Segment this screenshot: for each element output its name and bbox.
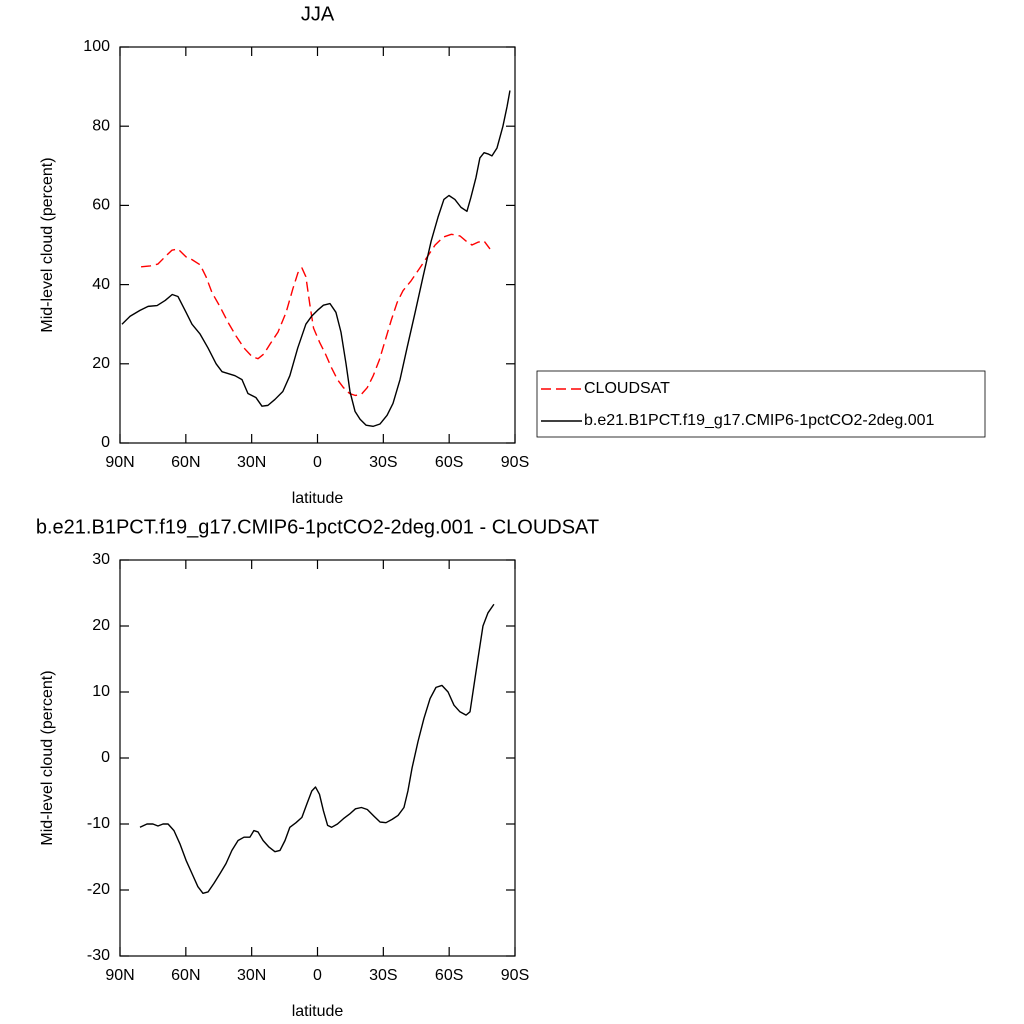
x-tick-label: 90S [501,967,529,984]
series-line [121,90,511,428]
x-tick-label: 30N [237,967,266,984]
y-tick-label: 100 [83,38,110,55]
chart-title: JJA [301,3,335,25]
x-tick-label: 90N [105,454,134,471]
x-tick-label: 90S [501,454,529,471]
series-line [139,603,495,894]
x-tick-label: 60N [171,454,200,471]
series-line [141,233,491,397]
y-axis-label: Mid-level cloud (percent) [39,670,56,845]
x-tick-label: 60S [435,454,463,471]
legend-label: b.e21.B1PCT.f19_g17.CMIP6-1pctCO2-2deg.0… [584,412,935,429]
y-tick-label: -20 [87,881,110,898]
panel: 0 20 40 60 80 100 90N 60N 30N 0 30S 60S 90S JJA latitu… [39,3,986,507]
x-tick-label: 60S [435,967,463,984]
legend-box [536,370,986,438]
y-tick-label: 10 [92,683,110,700]
y-tick-label: 30 [92,551,110,568]
y-tick-label: -30 [87,947,110,964]
plot-frame [119,46,516,444]
y-tick-label: -10 [87,815,110,832]
x-tick-label: 0 [313,967,322,984]
chart-title: b.e21.B1PCT.f19_g17.CMIP6-1pctCO2-2deg.0… [36,516,599,538]
y-tick-label: 0 [101,434,110,451]
legend-label: CLOUDSAT [584,380,670,397]
y-tick-label: 20 [92,617,110,634]
y-tick-label: 40 [92,276,110,293]
x-tick-label: 90N [105,967,134,984]
y-axis-label: Mid-level cloud (percent) [39,157,56,332]
x-tick-label: 0 [313,454,322,471]
x-tick-label: 60N [171,967,200,984]
y-tick-label: 20 [92,355,110,372]
y-tick-label: 60 [92,197,110,214]
x-axis-label: latitude [292,490,344,507]
y-tick-label: 80 [92,117,110,134]
panel: -30 -20 -10 0 10 20 30 90N 60N 30N 0 30S 60S 90S b.e21… [36,516,599,1020]
x-axis-label: latitude [292,1003,344,1020]
y-tick-label: 0 [101,749,110,766]
x-tick-label: 30N [237,454,266,471]
x-tick-label: 30S [369,967,397,984]
x-tick-label: 30S [369,454,397,471]
plot-frame [119,559,516,957]
